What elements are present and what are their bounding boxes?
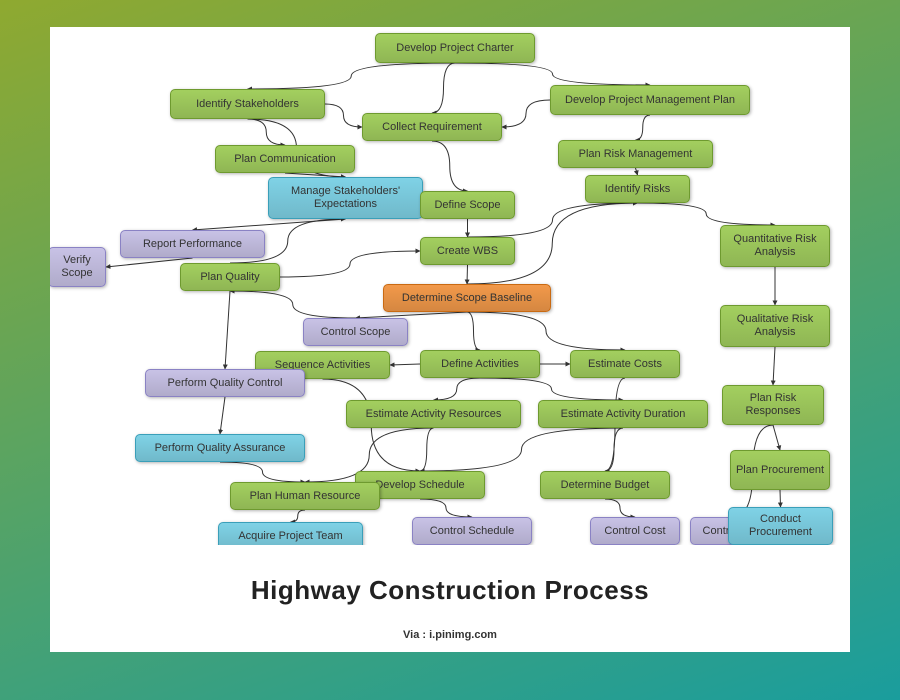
- edge-scopebase-defact: [467, 312, 480, 350]
- flowchart-node-estdur: Estimate Activity Duration: [538, 400, 708, 428]
- flowchart-node-quantrisk: Quantitative Risk Analysis: [720, 225, 830, 267]
- flowchart-node-charter: Develop Project Charter: [375, 33, 535, 63]
- flowchart-node-planriskresp: Plan Risk Responses: [722, 385, 824, 425]
- flowchart-node-ctrlsched: Control Schedule: [412, 517, 532, 545]
- edge-estdur-detbudget: [605, 428, 623, 471]
- edge-pqa-planhr: [220, 462, 305, 482]
- flowchart-node-pqc: Perform Quality Control: [145, 369, 305, 397]
- flowchart-node-idrisks: Identify Risks: [585, 175, 690, 203]
- via-attribution: Via : i.pinimg.com: [50, 629, 850, 641]
- flowchart-node-collectreq: Collect Requirement: [362, 113, 502, 141]
- edge-stakeholders-collectreq: [325, 104, 362, 127]
- flowchart-node-planhr: Plan Human Resource: [230, 482, 380, 510]
- flowchart-node-planproc: Plan Procurement: [730, 450, 830, 490]
- flowchart-node-reportperf: Report Performance: [120, 230, 265, 258]
- flowchart-node-definescope: Define Scope: [420, 191, 515, 219]
- flowchart-node-managesh: Manage Stakeholders' Expectations: [268, 177, 423, 219]
- edge-planquality-pqc: [225, 291, 230, 369]
- flowchart-node-ctrlscope: Control Scope: [303, 318, 408, 346]
- edge-planrisk-idrisks: [636, 168, 638, 175]
- edge-defact-estdur: [480, 378, 623, 400]
- edge-qualrisk-planriskresp: [773, 347, 775, 385]
- flowchart-node-estcost: Estimate Costs: [570, 350, 680, 378]
- flowchart-node-verifyscope: Verify Scope: [50, 247, 106, 287]
- flowchart-node-planquality: Plan Quality: [180, 263, 280, 291]
- page-title: Highway Construction Process: [50, 575, 850, 606]
- flowchart-node-estres: Estimate Activity Resources: [346, 400, 521, 428]
- edge-planproc-conductproc: [780, 490, 781, 507]
- flowchart-node-pmp: Develop Project Management Plan: [550, 85, 750, 115]
- flowchart-node-ctrlcost: Control Cost: [590, 517, 680, 545]
- flowchart-node-acquireteam: Acquire Project Team: [218, 522, 363, 545]
- flowchart-node-conductproc: Conduct Procurement: [728, 507, 833, 545]
- edge-defact-seqact: [390, 364, 420, 365]
- flowchart-node-defact: Define Activities: [420, 350, 540, 378]
- flowchart-node-scopebase: Determine Scope Baseline: [383, 284, 551, 312]
- edge-charter-pmp: [455, 63, 650, 85]
- flowchart-node-qualrisk: Qualitative Risk Analysis: [720, 305, 830, 347]
- flowchart-node-createwbs: Create WBS: [420, 237, 515, 265]
- edge-scopebase-estcost: [467, 312, 625, 350]
- white-panel: Develop Project Charter Identify Stakehol…: [50, 27, 850, 652]
- edge-pmp-collectreq: [502, 100, 550, 127]
- flowchart-node-stakeholders: Identify Stakeholders: [170, 89, 325, 119]
- flowchart-node-planrisk: Plan Risk Management: [558, 140, 713, 168]
- flowchart-diagram: Develop Project Charter Identify Stakehol…: [50, 27, 850, 545]
- flowchart-node-pqa: Perform Quality Assurance: [135, 434, 305, 462]
- edge-devsched-ctrlsched: [420, 499, 472, 517]
- edge-idrisks-quantrisk: [638, 203, 776, 225]
- edge-pmp-planrisk: [636, 115, 651, 140]
- edge-pqc-pqa: [220, 397, 225, 434]
- edge-stakeholders-plancomm: [248, 119, 286, 145]
- edge-detbudget-ctrlcost: [605, 499, 635, 517]
- edge-ctrlscope-planquality: [230, 291, 356, 318]
- edge-collectreq-definescope: [432, 141, 468, 191]
- edge-charter-collectreq: [432, 63, 455, 113]
- edge-managesh-reportperf: [193, 219, 346, 230]
- edge-planquality-createwbs: [280, 251, 420, 277]
- edge-createwbs-scopebase: [467, 265, 468, 284]
- edge-estres-devsched: [420, 428, 434, 471]
- flowchart-node-detbudget: Determine Budget: [540, 471, 670, 499]
- edge-estdur-devsched: [420, 428, 623, 471]
- edge-defact-estres: [434, 378, 481, 400]
- flowchart-node-plancomm: Plan Communication: [215, 145, 355, 173]
- edge-planhr-acquireteam: [291, 510, 306, 522]
- edge-planriskresp-planproc: [773, 425, 780, 450]
- edge-charter-stakeholders: [248, 63, 456, 89]
